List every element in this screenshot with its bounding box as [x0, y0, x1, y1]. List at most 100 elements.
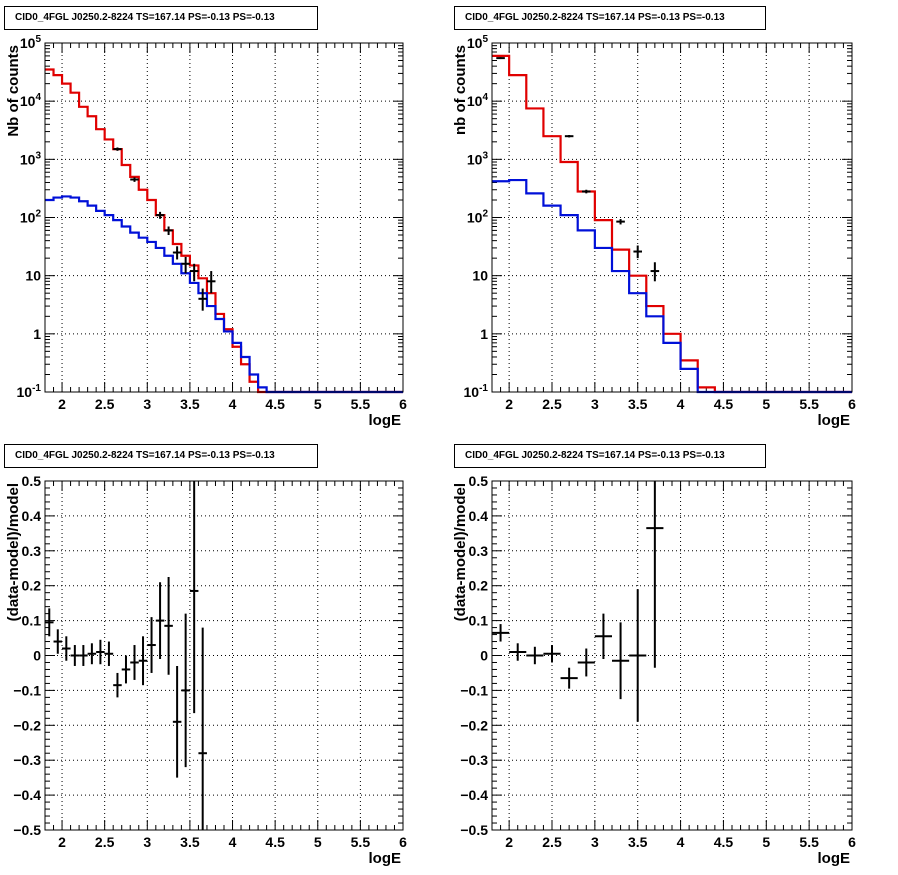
histogram-series-1 [45, 68, 403, 394]
x-tick-label: 3 [143, 396, 151, 412]
y-tick-label: 0.2 [22, 578, 42, 594]
y-tick-label: 0.2 [469, 578, 489, 594]
y-tick-label: −0.2 [13, 717, 41, 733]
data-point [164, 226, 173, 236]
y-tick-label: 1 [480, 326, 488, 342]
plot-frame [44, 42, 404, 393]
y-axis-label: Nb of counts [5, 45, 22, 137]
x-tick-label: 2.5 [95, 396, 115, 412]
x-tick-label: 5 [762, 834, 770, 850]
data-point [198, 288, 207, 311]
data-point [189, 481, 199, 714]
x-tick-label: 4 [229, 834, 237, 850]
x-tick-label: 5.5 [351, 396, 371, 412]
y-tick-label: −0.1 [460, 682, 488, 698]
y-tick-label: −0.4 [460, 787, 488, 803]
data-point [189, 263, 199, 282]
data-point [147, 617, 156, 673]
histogram-series-2 [492, 178, 852, 394]
y-tick-label: −0.5 [13, 822, 41, 838]
y-tick-label: 104 [467, 92, 489, 109]
y-axis-label: nb of counts [452, 45, 469, 135]
data-point [633, 245, 642, 259]
data-point [104, 641, 114, 666]
data-point [181, 613, 190, 768]
y-tick-label: 102 [467, 209, 489, 226]
data-point [62, 636, 71, 661]
plot-frame [44, 480, 404, 831]
data-point [616, 219, 625, 225]
x-tick-label: 4 [229, 396, 237, 412]
x-tick-label: 2.5 [542, 834, 562, 850]
x-tick-label: 4.5 [714, 834, 734, 850]
data-point [492, 624, 510, 642]
data-point [198, 627, 207, 830]
y-tick-label: −0.4 [13, 787, 41, 803]
x-tick-label: 3 [143, 834, 151, 850]
y-tick-label: −0.3 [13, 752, 41, 768]
data-point [130, 645, 139, 680]
y-tick-label: 10 [25, 268, 41, 284]
data-point [650, 262, 660, 282]
x-tick-label: 2.5 [95, 834, 115, 850]
data-point [113, 147, 122, 151]
data-point [526, 646, 544, 665]
y-tick-label: 102 [20, 209, 42, 226]
x-tick-label: 2 [58, 834, 66, 850]
x-tick-label: 3.5 [180, 834, 200, 850]
x-tick-label: 6 [848, 834, 856, 850]
data-point [45, 608, 54, 637]
y-tick-label: 0 [33, 648, 41, 664]
data-point [130, 177, 139, 182]
data-point [155, 211, 165, 219]
x-tick-label: 5 [314, 396, 322, 412]
x-axis-label: logE [369, 850, 402, 867]
y-tick-label: 0.1 [22, 613, 42, 629]
x-tick-label: 2 [58, 396, 66, 412]
data-point [181, 256, 190, 274]
x-tick-label: 4.5 [265, 834, 285, 850]
x-tick-label: 6 [399, 834, 407, 850]
y-tick-label: 0.4 [469, 508, 489, 524]
chart-panel-3: 2 2.5 3 3.5 4 4.5 5 5.5 6 −0.5 −0.4 −0.3 −0.2 −0.1 0 0.… [5, 473, 407, 867]
data-point [612, 622, 630, 700]
y-tick-label: 10-1 [464, 383, 489, 400]
y-tick-label: −0.3 [460, 752, 488, 768]
y-tick-label: 0 [480, 648, 488, 664]
y-tick-label: 105 [467, 34, 489, 51]
data-point [155, 582, 165, 659]
panel-3-title: CID0_4FGL J0250.2-8224 TS=167.14 PS=-0.1… [4, 444, 318, 468]
data-point [206, 271, 216, 294]
histogram-series-1 [492, 54, 852, 394]
panel-1-title: CID0_4FGL J0250.2-8224 TS=167.14 PS=-0.1… [4, 6, 318, 30]
y-tick-label: 105 [20, 34, 42, 51]
chart-panel-4: 2 2.5 3 3.5 4 4.5 5 5.5 6 −0.5 −0.4 −0.3 −0.2 −0.1 0 0.… [452, 473, 856, 867]
y-tick-label: 104 [20, 92, 42, 109]
data-point [172, 246, 182, 260]
x-tick-label: 3.5 [180, 396, 200, 412]
x-tick-label: 6 [399, 396, 407, 412]
x-tick-label: 5 [314, 834, 322, 850]
data-point [560, 667, 578, 689]
x-tick-label: 5.5 [799, 396, 819, 412]
y-tick-label: 1 [33, 326, 41, 342]
panel-2-title: CID0_4FGL J0250.2-8224 TS=167.14 PS=-0.1… [454, 6, 766, 30]
y-axis-label: (data-model)/model [5, 483, 22, 621]
y-tick-label: −0.2 [460, 717, 488, 733]
y-tick-label: 0.4 [22, 508, 42, 524]
plot-frame [491, 480, 853, 831]
data-point [96, 639, 105, 665]
x-tick-label: 2 [505, 396, 513, 412]
y-tick-label: 0.3 [22, 543, 42, 559]
y-tick-label: −0.5 [460, 822, 488, 838]
x-tick-label: 2 [505, 834, 513, 850]
y-tick-label: 0.5 [22, 473, 42, 489]
y-tick-label: 0.1 [469, 613, 489, 629]
data-point [113, 672, 122, 698]
data-point [594, 613, 612, 659]
y-tick-label: 10 [472, 268, 488, 284]
x-axis-label: logE [818, 412, 851, 429]
data-point [577, 648, 595, 677]
x-tick-label: 3.5 [628, 396, 648, 412]
